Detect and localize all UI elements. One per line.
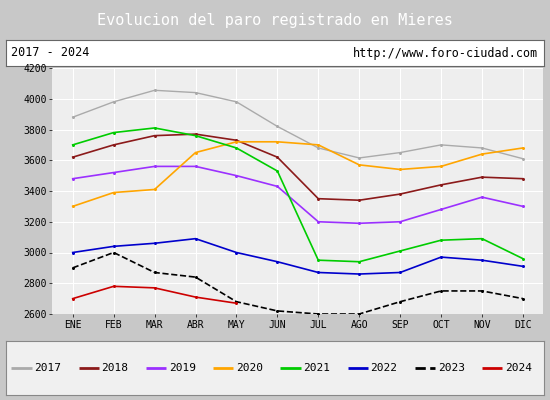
Text: 2021: 2021 (303, 363, 330, 373)
Text: 2023: 2023 (438, 363, 465, 373)
Text: 2020: 2020 (236, 363, 263, 373)
Text: 2017: 2017 (34, 363, 61, 373)
Text: 2018: 2018 (102, 363, 129, 373)
Text: Evolucion del paro registrado en Mieres: Evolucion del paro registrado en Mieres (97, 12, 453, 28)
Text: http://www.foro-ciudad.com: http://www.foro-ciudad.com (353, 46, 538, 60)
Text: 2024: 2024 (505, 363, 532, 373)
Text: 2022: 2022 (371, 363, 398, 373)
Text: 2017 - 2024: 2017 - 2024 (12, 46, 90, 60)
Text: 2019: 2019 (169, 363, 196, 373)
